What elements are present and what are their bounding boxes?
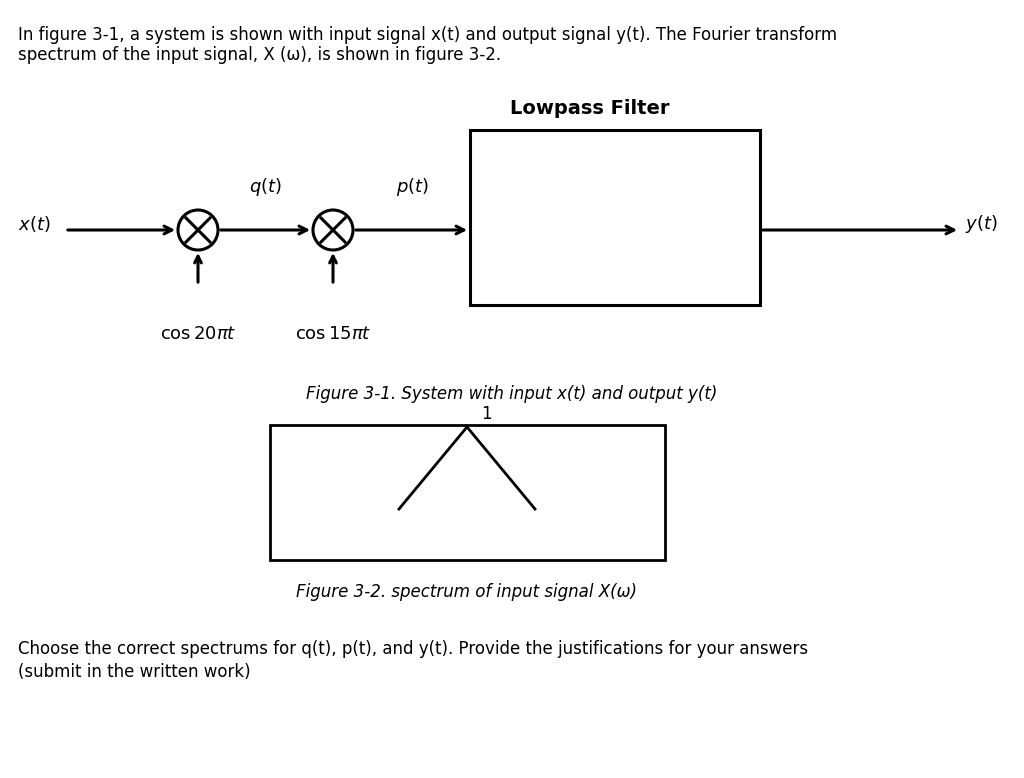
Text: Figure 3-1. System with input x(t) and output y(t): Figure 3-1. System with input x(t) and o… bbox=[306, 385, 718, 403]
Text: 1: 1 bbox=[683, 154, 693, 172]
Text: $X(\omega)$: $X(\omega)$ bbox=[475, 433, 511, 451]
Text: $3\pi$: $3\pi$ bbox=[537, 517, 556, 531]
Text: $\omega$: $\omega$ bbox=[743, 245, 757, 260]
Text: spectrum of the input signal, X (ω), is shown in figure 3-2.: spectrum of the input signal, X (ω), is … bbox=[18, 46, 501, 64]
Text: $-3\pi$: $-3\pi$ bbox=[382, 517, 413, 531]
Bar bbox=[270, 425, 665, 560]
Text: $q(t)$: $q(t)$ bbox=[249, 176, 282, 198]
Text: Figure 3-2. spectrum of input signal X(ω): Figure 3-2. spectrum of input signal X(ω… bbox=[297, 583, 638, 601]
Bar bbox=[470, 130, 760, 305]
Text: Choose the correct spectrums for q(t), p(t), and y(t). Provide the justification: Choose the correct spectrums for q(t), p… bbox=[18, 640, 808, 658]
Text: 1: 1 bbox=[481, 405, 492, 423]
Text: (submit in the written work): (submit in the written work) bbox=[18, 663, 251, 681]
Text: $5\pi$: $5\pi$ bbox=[677, 245, 696, 259]
Text: $\omega$: $\omega$ bbox=[648, 517, 663, 532]
Text: Lowpass Filter: Lowpass Filter bbox=[510, 99, 670, 117]
Text: $\cos 15\pi t$: $\cos 15\pi t$ bbox=[295, 325, 372, 343]
Text: $y(t)$: $y(t)$ bbox=[965, 213, 997, 235]
Text: $-5\pi$: $-5\pi$ bbox=[540, 245, 570, 259]
Text: $x(t)$: $x(t)$ bbox=[18, 214, 50, 234]
Text: $p(t)$: $p(t)$ bbox=[396, 176, 429, 198]
Text: $\cos 20\pi t$: $\cos 20\pi t$ bbox=[160, 325, 237, 343]
Text: In figure 3-1, a system is shown with input signal x(t) and output signal y(t). : In figure 3-1, a system is shown with in… bbox=[18, 26, 838, 44]
